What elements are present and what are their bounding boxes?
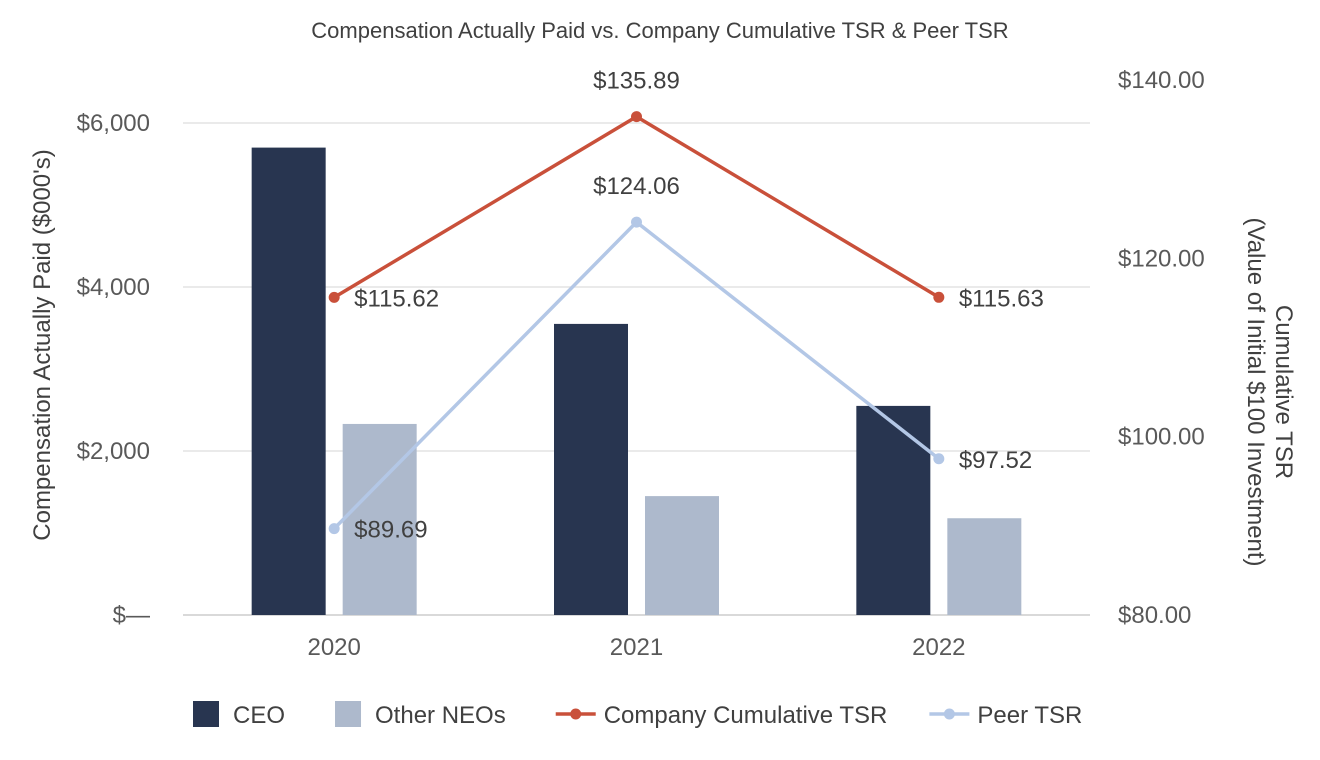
data-label-peer-tsr: $89.69: [354, 517, 427, 544]
y-tick-label: $2,000: [77, 438, 150, 465]
data-label-company-cumulative-tsr: $115.62: [354, 285, 439, 312]
point-peer-tsr: [328, 523, 340, 535]
y-tick-label: $4,000: [77, 274, 150, 301]
y2-axis-title-line1: Cumulative TSR: [1270, 305, 1297, 479]
axis-ticks: $— $2,000 $4,000 $6,000 $80.00 $100.00 $120.00…: [77, 67, 1205, 661]
y-tick-label: $6,000: [77, 110, 150, 137]
x-tick-label: 2020: [307, 634, 360, 661]
x-tick-label: 2022: [912, 634, 965, 661]
y-tick-label: $—: [113, 602, 150, 629]
bars-layer: [251, 147, 1022, 615]
legend: CEO Other NEOs Company Cumulative TSR Peer …: [193, 701, 1082, 729]
bar-ceo: [856, 405, 931, 615]
data-label-company-cumulative-tsr: $115.63: [959, 285, 1044, 312]
line-peer-tsr: [332, 219, 940, 530]
legend-marker-peer-tsr: [943, 708, 955, 720]
legend-swatch-other-neos: [335, 701, 362, 727]
data-label-peer-tsr: $97.52: [959, 447, 1032, 474]
bar-ceo: [251, 147, 326, 615]
y2-tick-label: $140.00: [1118, 67, 1205, 94]
y2-tick-label: $100.00: [1118, 424, 1205, 451]
legend-label: Other NEOs: [375, 702, 506, 729]
x-tick-label: 2021: [610, 634, 663, 661]
y2-axis-title: Cumulative TSR (Value of Initial $100 In…: [1242, 217, 1297, 566]
legend-label: Peer TSR: [977, 702, 1082, 729]
bar-other-neos: [947, 518, 1022, 615]
point-peer-tsr: [933, 453, 945, 465]
legend-swatch-ceo: [193, 701, 219, 727]
legend-marker-company-cumulative-tsr: [570, 708, 582, 720]
point-company-cumulative-tsr: [631, 111, 642, 123]
bar-ceo: [554, 323, 628, 615]
data-label-company-cumulative-tsr: $135.89: [593, 68, 680, 95]
y2-axis-title-line2: (Value of Initial $100 Investment): [1242, 217, 1269, 566]
line-company-cumulative-tsr: [333, 114, 940, 299]
chart-title: Compensation Actually Paid vs. Company C…: [311, 18, 1008, 43]
y2-tick-label: $120.00: [1118, 245, 1205, 272]
data-label-peer-tsr: $124.06: [593, 173, 680, 200]
point-company-cumulative-tsr: [328, 291, 340, 303]
gridlines: [183, 122, 1090, 616]
y-axis-title: Compensation Actually Paid ($000's): [29, 149, 56, 540]
lines-layer: $115.62 $135.89 $115.63 $89.69 $124.06 $97.52: [328, 68, 1044, 544]
point-company-cumulative-tsr: [933, 291, 945, 303]
y2-tick-label: $80.00: [1118, 602, 1191, 629]
legend-label: CEO: [233, 702, 285, 729]
bar-other-neos: [645, 496, 719, 615]
legend-label: Company Cumulative TSR: [604, 702, 888, 729]
point-peer-tsr: [631, 216, 642, 228]
